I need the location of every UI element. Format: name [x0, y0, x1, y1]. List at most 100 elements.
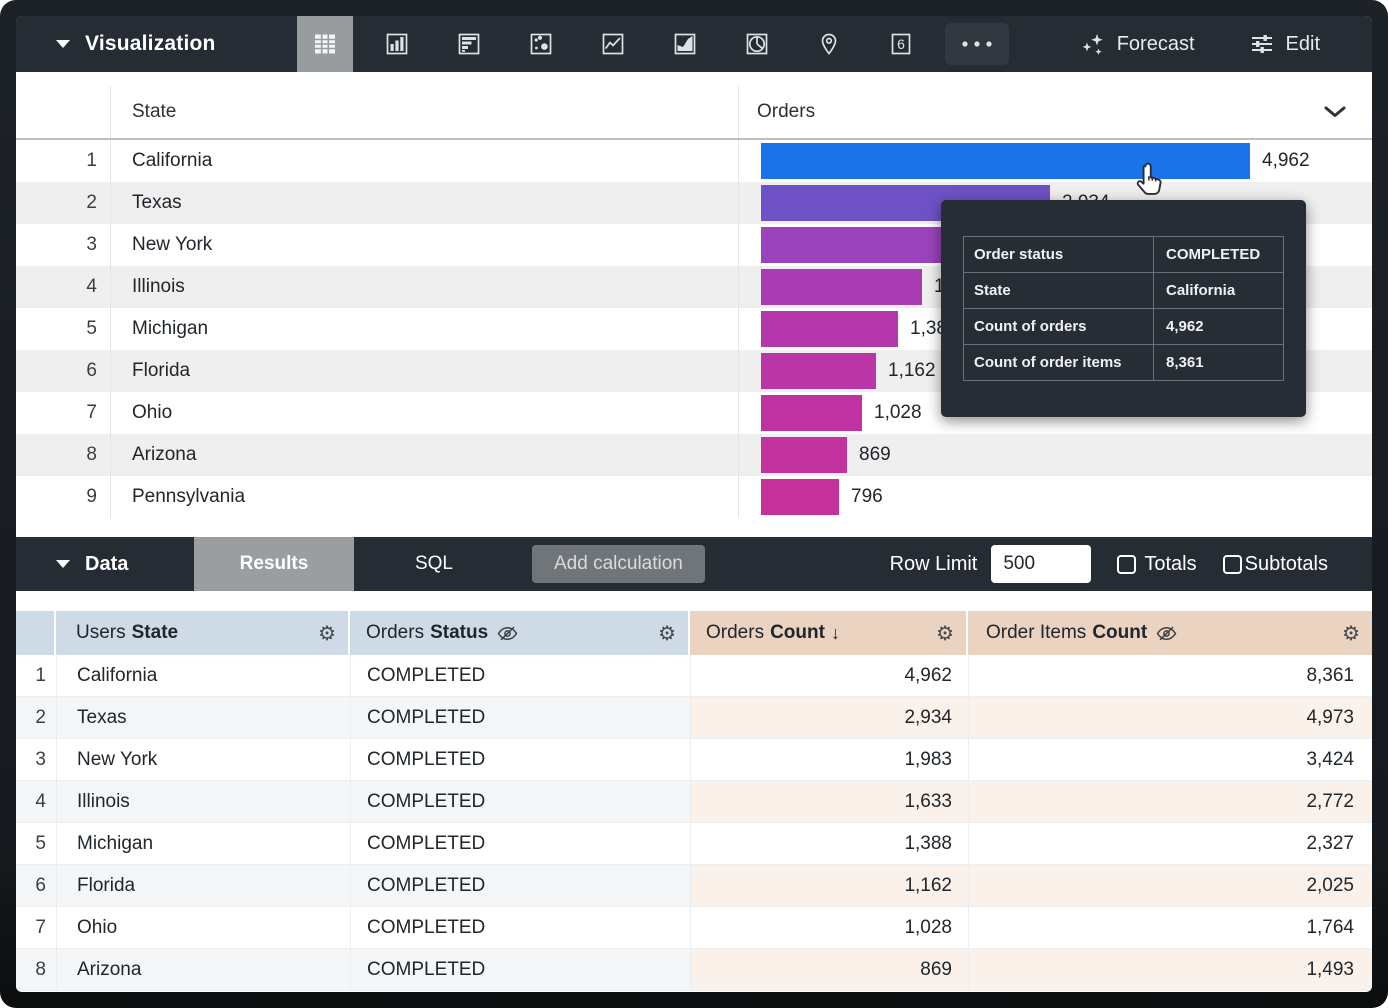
data-title: Data [85, 552, 129, 575]
row-number: 1 [16, 655, 56, 697]
state-cell: California [56, 655, 350, 697]
tooltip-value: California [1166, 282, 1236, 299]
row-number: 5 [16, 823, 56, 865]
orders-count-cell: 1,028 [690, 907, 968, 949]
bar-illinois[interactable] [761, 269, 922, 305]
sort-desc-arrow-icon: ↓ [830, 622, 840, 643]
chart-type-pie[interactable] [729, 16, 785, 72]
row-number: 7 [16, 907, 56, 949]
chart-type-column[interactable] [369, 16, 425, 72]
viz-column-header-orders[interactable]: Orders [738, 86, 1372, 138]
viz-state-cell: Ohio [110, 392, 738, 434]
viz-state-cell: New York [110, 224, 738, 266]
bar-florida[interactable] [761, 353, 876, 389]
column-header-users-state[interactable]: Users State ⚙ [56, 611, 350, 655]
gear-icon[interactable]: ⚙ [1342, 621, 1360, 645]
single-value-glyph: 6 [897, 36, 905, 52]
order-items-count-cell: 1,493 [968, 949, 1372, 991]
viz-row-number: 5 [86, 318, 97, 339]
order-items-count-cell: 3,424 [968, 739, 1372, 781]
bar-ohio[interactable] [761, 395, 862, 431]
table-row: 3 New York COMPLETED 1,983 3,424 [16, 739, 1372, 781]
viz-state-cell: Texas [110, 182, 738, 224]
viz-row: 8 Arizona 869 [16, 434, 1372, 476]
subtotals-toggle[interactable]: Subtotals [1222, 552, 1328, 576]
tooltip-label: Order status [964, 237, 1154, 272]
gear-icon[interactable]: ⚙ [936, 621, 954, 645]
row-limit-label: Row Limit [889, 552, 978, 575]
order-items-count-cell: 1,764 [968, 907, 1372, 949]
row-number: 4 [16, 781, 56, 823]
viz-state-cell: Florida [110, 350, 738, 392]
column-header-order-items-count[interactable]: Order Items Count ⚙ [968, 611, 1372, 655]
viz-table-header: State Orders [16, 72, 1372, 140]
viz-row-number: 6 [86, 360, 97, 381]
bar-value-label: 1,162 [888, 360, 936, 381]
viz-state-cell: California [110, 140, 738, 182]
totals-label: Totals [1144, 552, 1197, 575]
subtotals-checkbox[interactable] [1222, 554, 1242, 574]
subtotals-label: Subtotals [1244, 552, 1328, 575]
app-window: Visualization [16, 16, 1372, 992]
bar-michigan[interactable] [761, 311, 898, 347]
edit-button[interactable]: Edit [1243, 30, 1326, 58]
bar-pennsylvania[interactable] [761, 479, 839, 515]
forecast-button[interactable]: Forecast [1074, 30, 1201, 58]
tooltip: Order status COMPLETED State California Co… [941, 200, 1306, 417]
bar-arizona[interactable] [761, 437, 847, 473]
tab-sql[interactable]: SQL [414, 553, 454, 574]
forecast-label: Forecast [1116, 32, 1195, 55]
column-header-orders-status[interactable]: Orders Status ⚙ [350, 611, 690, 655]
row-limit-input[interactable] [991, 545, 1092, 583]
table-row: 4 Illinois COMPLETED 1,633 2,772 [16, 781, 1372, 823]
chart-type-line[interactable] [585, 16, 641, 72]
chart-type-table[interactable] [297, 16, 353, 72]
status-cell: COMPLETED [350, 781, 690, 823]
orders-count-cell: 1,388 [690, 823, 968, 865]
data-section-toggle[interactable]: Data [16, 553, 194, 576]
viz-row: 9 Pennsylvania 796 [16, 476, 1372, 518]
chart-type-single-value[interactable]: 6 [873, 16, 929, 72]
state-cell: Michigan [56, 823, 350, 865]
results-table-header: Users State ⚙ Orders Status ⚙ Orders Cou… [16, 611, 1372, 655]
viz-column-header-state[interactable]: State [110, 86, 738, 138]
chevron-down-icon[interactable] [1324, 106, 1346, 118]
more-chart-types-button[interactable] [945, 23, 1009, 65]
visualization-title: Visualization [85, 32, 216, 55]
add-calculation-button[interactable]: Add calculation [532, 545, 705, 583]
viz-row: 3 New York 1,983 [16, 224, 1372, 266]
data-bar: Data Results SQL Add calculation Row Lim… [16, 537, 1372, 591]
bar-new-york[interactable] [761, 227, 956, 263]
area-chart-icon [674, 33, 696, 55]
totals-toggle[interactable]: Totals [1117, 552, 1197, 576]
visualization-section-toggle[interactable]: Visualization [16, 16, 297, 72]
chart-type-area[interactable] [657, 16, 713, 72]
tab-results[interactable]: Results [194, 537, 354, 591]
totals-checkbox[interactable] [1117, 554, 1137, 574]
ellipsis-icon [962, 41, 992, 47]
viz-row-number: 7 [86, 402, 97, 423]
row-number: 8 [16, 949, 56, 991]
viz-state-cell: Illinois [110, 266, 738, 308]
viz-state-cell: Michigan [110, 308, 738, 350]
header-gutter [16, 611, 56, 655]
gear-icon[interactable]: ⚙ [318, 621, 336, 645]
chart-type-scatter[interactable] [513, 16, 569, 72]
state-cell: Ohio [56, 907, 350, 949]
state-cell: New York [56, 739, 350, 781]
gear-icon[interactable]: ⚙ [658, 621, 676, 645]
tooltip-value: 4,962 [1166, 318, 1204, 335]
orders-count-cell: 4,962 [690, 655, 968, 697]
status-cell: COMPLETED [350, 865, 690, 907]
viz-orders-header-label: Orders [757, 101, 816, 122]
order-items-count-cell: 2,772 [968, 781, 1372, 823]
chart-type-bar[interactable] [441, 16, 497, 72]
bar-california[interactable] [761, 143, 1250, 179]
hidden-field-eye-slash-icon [1156, 626, 1177, 640]
dropdown-triangle-icon [56, 40, 70, 48]
viz-header-gutter [16, 86, 110, 138]
chart-type-map[interactable] [801, 16, 857, 72]
row-number: 2 [16, 697, 56, 739]
status-cell: COMPLETED [350, 739, 690, 781]
column-header-orders-count[interactable]: Orders Count ↓ ⚙ [690, 611, 968, 655]
